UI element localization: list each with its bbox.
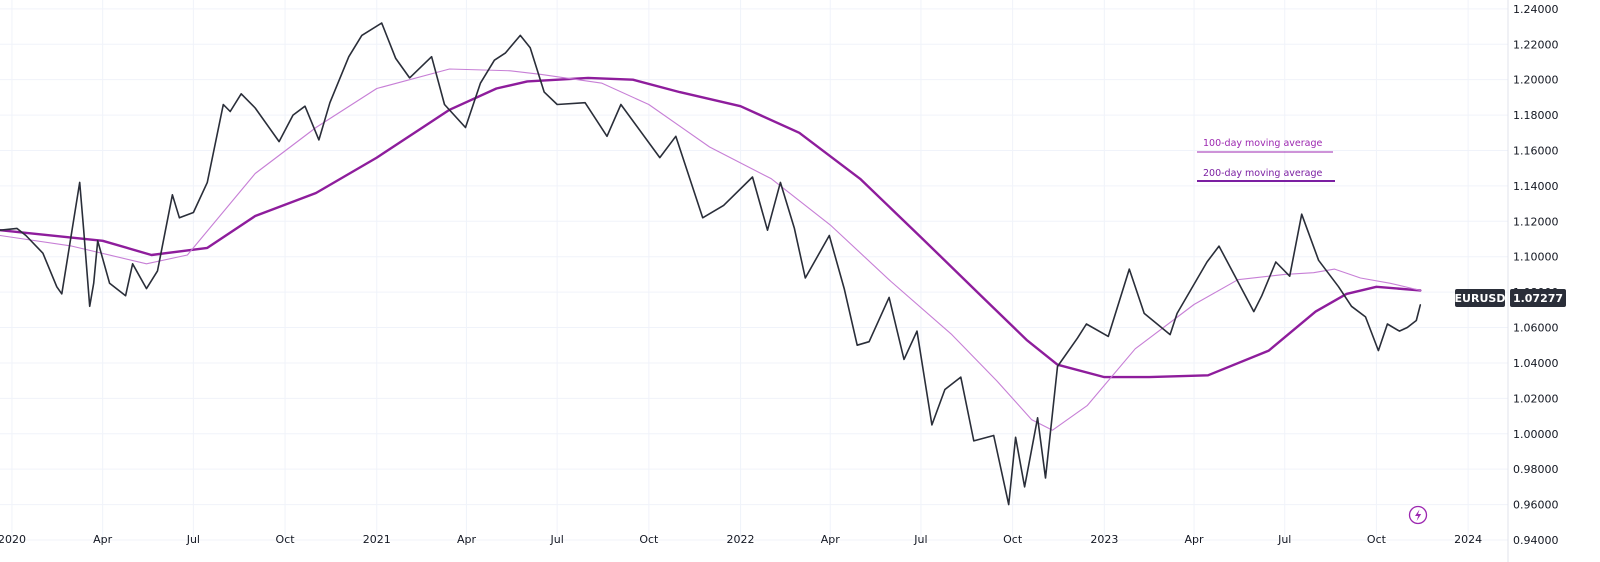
x-tick-label: Apr — [457, 533, 477, 546]
lightning-icon[interactable] — [1408, 505, 1428, 525]
symbol-badge-bg — [1455, 289, 1505, 307]
y-tick-label: 1.22000 — [1513, 38, 1559, 51]
x-tick-label: Oct — [276, 533, 296, 546]
y-tick-label: 1.02000 — [1513, 392, 1559, 405]
last-price-label: 1.07277 — [1513, 292, 1563, 305]
x-tick-label: Jul — [1277, 533, 1291, 546]
y-tick-label: 1.12000 — [1513, 215, 1559, 228]
x-tick-label: Apr — [1185, 533, 1205, 546]
y-tick-label: 1.10000 — [1513, 251, 1559, 264]
y-tick-label: 0.98000 — [1513, 463, 1559, 476]
x-tick-label: 2022 — [727, 533, 755, 546]
grid-lines — [0, 0, 1508, 541]
symbol-badge[interactable]: EURUSD — [1455, 289, 1506, 307]
legend-label-ma100: 100-day moving average — [1203, 138, 1322, 149]
x-tick-label: Apr — [93, 533, 113, 546]
y-tick-label: 0.96000 — [1513, 499, 1559, 512]
lightning-bolt — [1415, 509, 1422, 521]
y-tick-label: 1.14000 — [1513, 180, 1559, 193]
x-tick-label: Oct — [1003, 533, 1023, 546]
x-tick-label: Oct — [1367, 533, 1387, 546]
y-tick-label: 1.00000 — [1513, 428, 1559, 441]
x-tick-label: Apr — [821, 533, 841, 546]
y-tick-label: 1.16000 — [1513, 144, 1559, 157]
x-tick-label: 2021 — [363, 533, 391, 546]
legend-label-ma200: 200-day moving average — [1203, 168, 1322, 179]
x-tick-label: Jul — [550, 533, 564, 546]
plot-area[interactable] — [0, 22, 1422, 506]
last-price-badge-bg — [1510, 289, 1566, 307]
legend: 100-day moving average 200-day moving av… — [1197, 138, 1335, 182]
x-tick-label: 2020 — [0, 533, 26, 546]
ma200-line[interactable] — [0, 76, 1422, 379]
x-tick-label: Jul — [186, 533, 200, 546]
last-price-badge[interactable]: 1.07277 — [1510, 289, 1566, 307]
x-tick-label: Oct — [639, 533, 659, 546]
y-tick-label: 1.20000 — [1513, 74, 1559, 87]
time-axis[interactable]: 2020 Apr Jul Oct 2021 Apr Jul Oct 2022 Apr Jul Oct 2… — [0, 533, 1482, 546]
y-tick-label: 1.06000 — [1513, 322, 1559, 335]
x-tick-label: 2023 — [1090, 533, 1118, 546]
y-tick-label: 1.18000 — [1513, 109, 1559, 122]
y-tick-label: 1.04000 — [1513, 357, 1559, 370]
symbol-label: EURUSD — [1455, 292, 1506, 305]
x-tick-label: Jul — [913, 533, 927, 546]
price-line[interactable] — [0, 22, 1422, 506]
x-tick-label: 2024 — [1454, 533, 1482, 546]
y-tick-label: 0.94000 — [1513, 534, 1559, 547]
y-tick-label: 1.24000 — [1513, 3, 1559, 16]
price-axis[interactable]: 1.24000 1.22000 1.20000 1.18000 1.16000 1.140… — [1513, 3, 1559, 547]
